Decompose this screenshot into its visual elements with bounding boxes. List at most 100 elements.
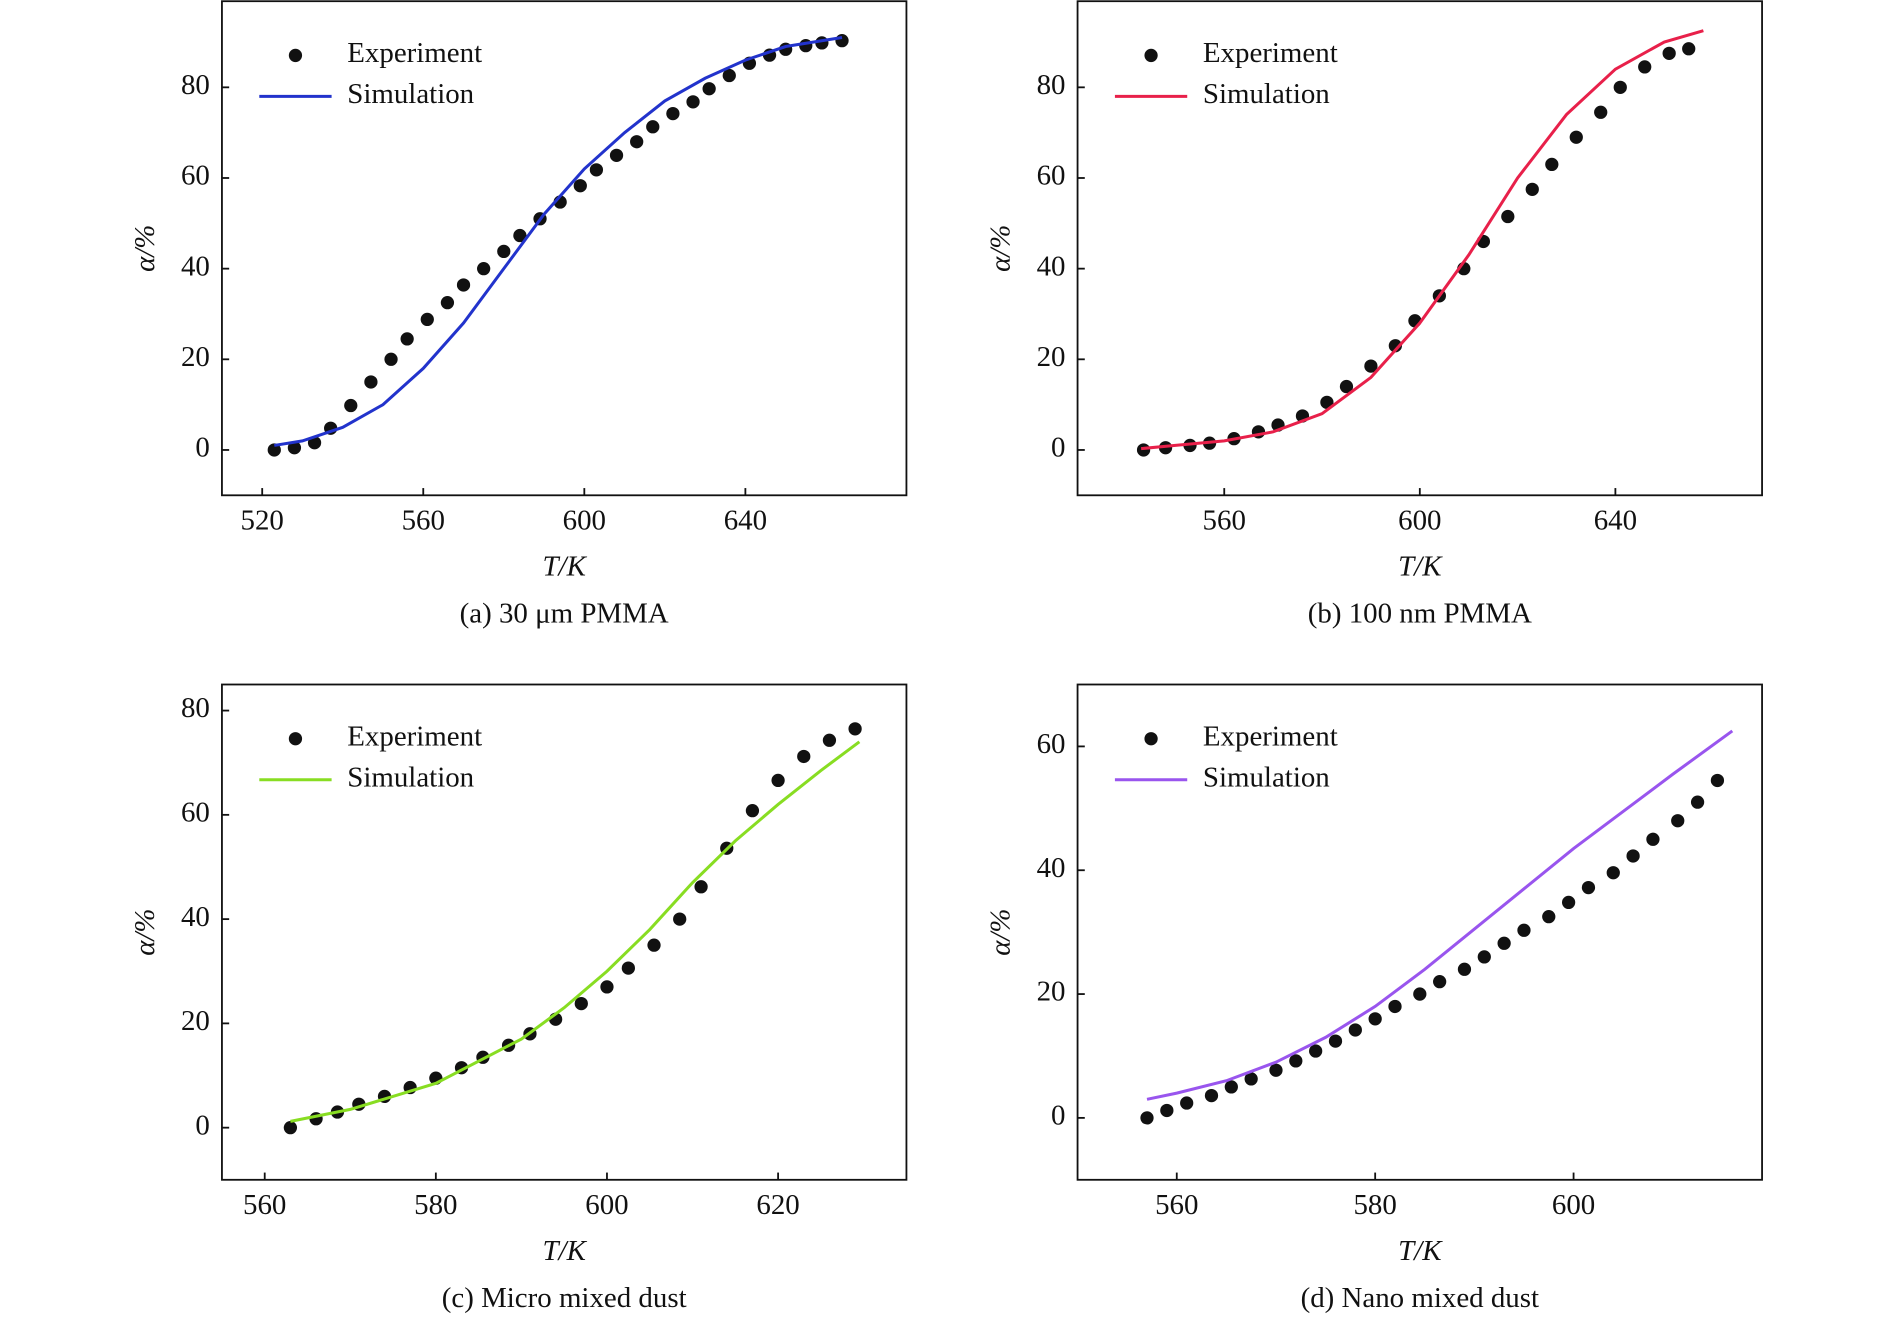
data-point (630, 135, 644, 149)
x-tick-label: 600 (1552, 1189, 1595, 1221)
simulation-line (290, 740, 861, 1123)
data-point (1646, 832, 1660, 846)
x-axis-label: T/K (1398, 550, 1443, 582)
legend-label: Simulation (1203, 761, 1330, 793)
y-tick-label: 20 (1037, 341, 1066, 373)
data-point (589, 163, 604, 177)
data-point (267, 443, 281, 457)
data-point (702, 82, 716, 96)
y-axis-label: α/% (129, 909, 161, 956)
data-point (1160, 1103, 1174, 1118)
data-point (600, 980, 614, 994)
caption: (a) 30 μm PMMA (460, 597, 669, 629)
data-point (1542, 910, 1556, 924)
data-point (822, 733, 837, 747)
x-axis-label: T/K (1398, 1235, 1443, 1267)
data-point (799, 39, 813, 53)
y-tick-label: 60 (181, 796, 210, 828)
x-tick-label: 600 (1398, 505, 1441, 537)
data-point (283, 1121, 298, 1135)
data-point (646, 120, 660, 134)
plot-frame (1076, 0, 1763, 497)
legend-label: Experiment (347, 720, 482, 752)
data-point (1320, 395, 1334, 410)
y-tick-label: 80 (181, 692, 210, 724)
data-point (1364, 359, 1378, 373)
legend-label: Experiment (1203, 720, 1338, 752)
data-point (1368, 1012, 1382, 1026)
plot-frame (1076, 683, 1763, 1181)
y-tick-label: 0 (195, 432, 209, 464)
panel: 520 560 600 640 0 20 40 60 80 T/K (a) 30 μm PMMA α/… (129, 0, 908, 629)
data-point (440, 296, 455, 310)
data-point (1613, 80, 1627, 94)
data-point (694, 880, 708, 894)
data-point (456, 278, 471, 292)
x-tick-label: 560 (402, 505, 445, 537)
data-point (574, 996, 588, 1011)
simulation-line (1146, 729, 1734, 1101)
caption: (d) Nano mixed dust (1301, 1282, 1539, 1314)
data-point (1289, 1054, 1303, 1068)
data-point (1413, 987, 1427, 1001)
data-point (384, 352, 398, 366)
y-tick-label: 60 (1037, 728, 1066, 760)
data-point (1517, 923, 1531, 937)
legend-marker (288, 732, 303, 746)
y-tick-label: 0 (1051, 1100, 1065, 1132)
data-point (1710, 773, 1725, 788)
legend-label: Simulation (347, 78, 474, 110)
data-point (1457, 962, 1472, 976)
data-point (1545, 157, 1559, 172)
y-axis-label: α/% (984, 225, 1016, 272)
plot-frame (221, 683, 908, 1181)
data-point (1561, 895, 1576, 910)
data-point (848, 722, 862, 736)
y-axis-label: α/% (984, 909, 1016, 956)
legend-marker (1144, 732, 1158, 746)
legend-label: Experiment (1203, 37, 1338, 69)
data-point (647, 938, 661, 952)
y-tick-label: 60 (1037, 160, 1066, 192)
data-point (1244, 1072, 1258, 1086)
data-point (477, 262, 491, 276)
legend-marker (1144, 48, 1158, 63)
data-point (1682, 42, 1696, 56)
data-point (573, 179, 587, 193)
x-axis-label: T/K (542, 550, 587, 582)
panel: 560 580 600 620 0 20 40 60 80 T/K (c) Micro mixed … (129, 683, 908, 1314)
data-point (1594, 105, 1608, 119)
x-axis-label: T/K (542, 1235, 587, 1267)
data-point (673, 912, 687, 926)
y-axis-label: α/% (129, 225, 161, 272)
data-point (609, 148, 624, 162)
data-point (1638, 60, 1652, 74)
x-tick-label: 600 (585, 1189, 628, 1221)
y-tick-label: 40 (181, 250, 210, 282)
panel: 560 580 600 0 20 40 60 T/K (d) Nano mixed dust α/… (984, 683, 1763, 1314)
data-point (400, 332, 414, 346)
y-tick-label: 20 (1037, 976, 1066, 1008)
legend-marker (288, 48, 303, 63)
y-tick-label: 80 (181, 69, 210, 101)
data-point (1269, 1063, 1283, 1077)
data-point (1339, 379, 1354, 394)
data-point (1497, 936, 1511, 950)
x-tick-label: 640 (1594, 505, 1637, 537)
data-point (1388, 339, 1402, 353)
legend-label: Simulation (347, 761, 474, 793)
x-tick-label: 580 (1353, 1189, 1396, 1221)
data-point (1136, 443, 1151, 457)
data-point (1180, 1096, 1194, 1110)
x-tick-label: 640 (724, 505, 767, 537)
data-point (364, 375, 378, 389)
legend-label: Experiment (347, 37, 482, 69)
caption: (b) 100 nm PMMA (1308, 597, 1532, 629)
data-point (1224, 1080, 1238, 1094)
x-tick-label: 580 (414, 1189, 457, 1221)
data-point (1140, 1111, 1154, 1125)
simulation-line (1140, 29, 1704, 451)
plot-frame (221, 0, 908, 497)
data-point (745, 804, 760, 818)
